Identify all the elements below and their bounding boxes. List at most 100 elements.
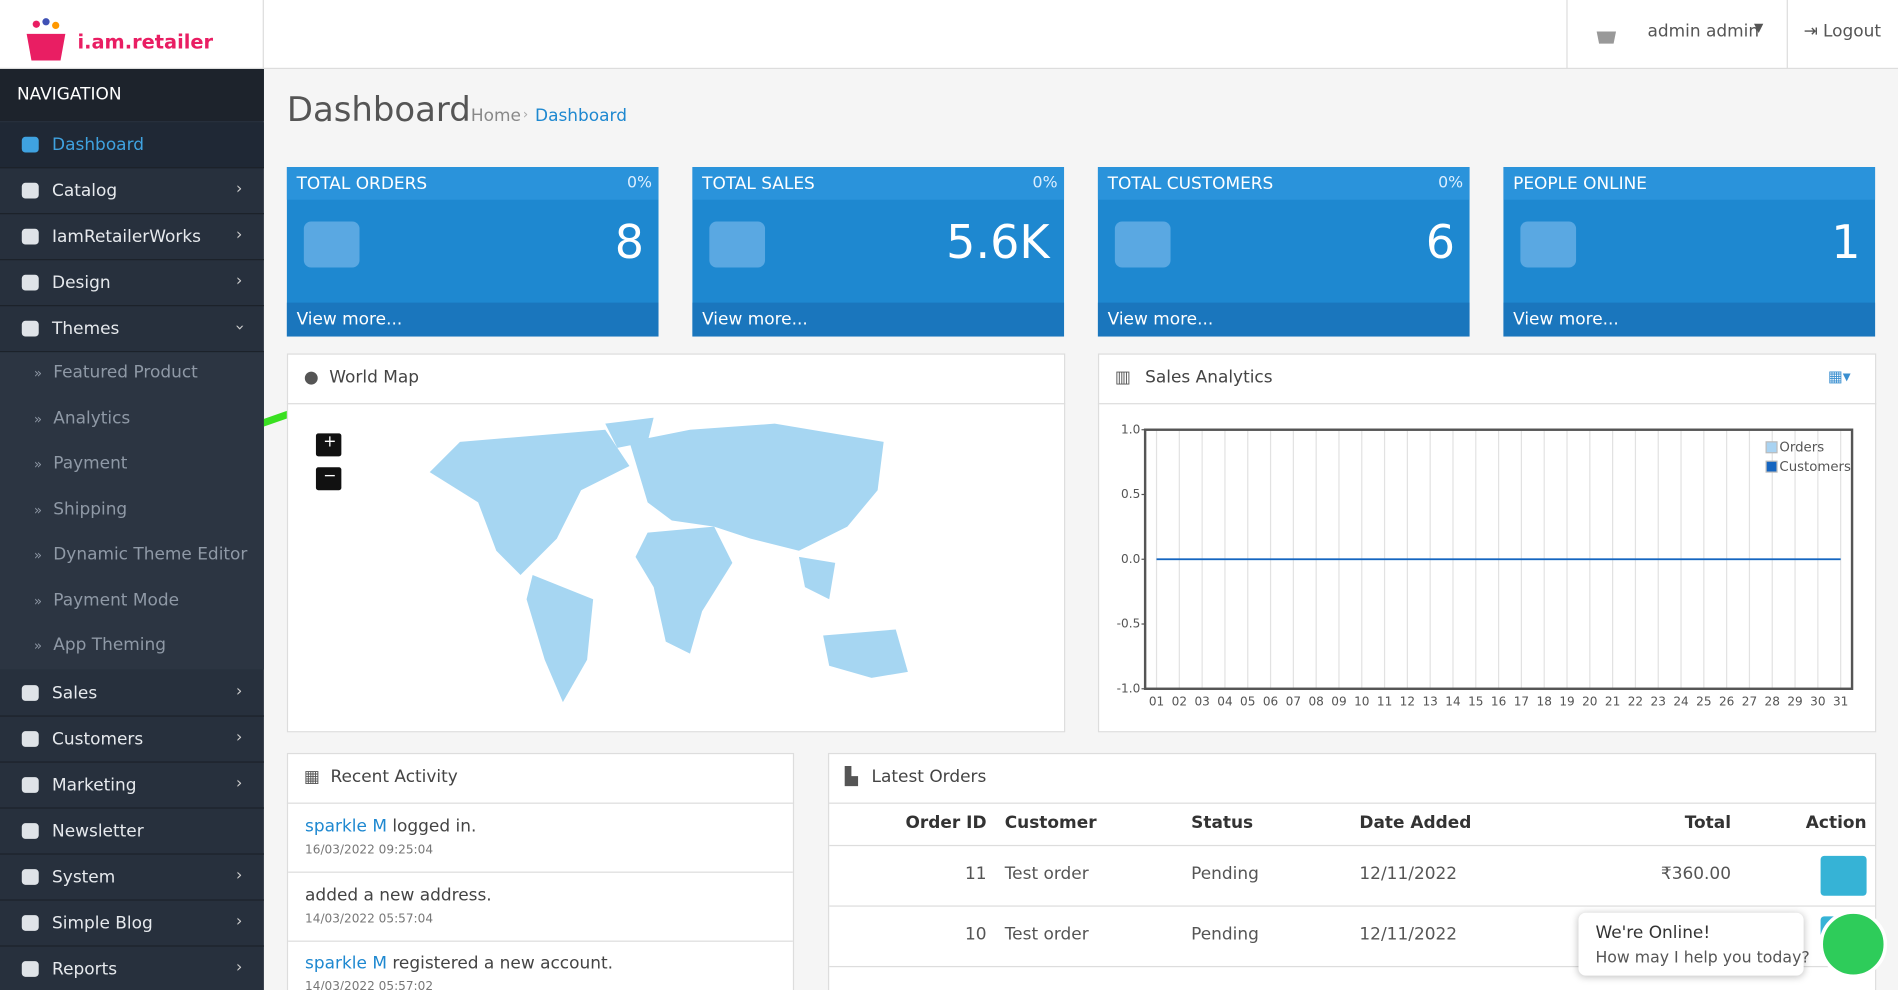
x-tick-label: 19	[1559, 695, 1574, 709]
tile-title: TOTAL CUSTOMERS	[1107, 174, 1274, 194]
x-tick-label: 18	[1537, 695, 1552, 709]
y-tick-label: -1.0	[1117, 681, 1141, 695]
panel-title: Sales Analytics	[1145, 367, 1273, 388]
nav-subitem[interactable]: Featured Product	[53, 363, 198, 383]
cell: ₹360.00	[1660, 864, 1732, 884]
tile-head	[1503, 167, 1876, 200]
sub-chevron: »	[33, 410, 43, 427]
tile-link[interactable]: View more...	[1107, 309, 1214, 330]
chat-text: How may I help you today?	[1595, 949, 1810, 968]
activity-user[interactable]: sparkle M	[305, 817, 387, 837]
tile-foot	[1097, 302, 1470, 337]
nav-subitem[interactable]: Shipping	[53, 499, 128, 519]
x-tick-label: 01	[1149, 695, 1164, 709]
nav-item[interactable]: Dashboard	[52, 135, 145, 155]
tile-title: TOTAL ORDERS	[296, 174, 428, 194]
column-header: Date Added	[1359, 813, 1472, 833]
nav-item[interactable]: Sales	[52, 683, 98, 703]
nav-sep	[0, 305, 264, 307]
nav-item[interactable]: Reports	[52, 959, 118, 979]
user-menu[interactable]: admin admin	[1647, 21, 1760, 42]
breadcrumb[interactable]: Dashboard	[535, 106, 628, 126]
x-tick-label: 14	[1445, 695, 1461, 709]
zoom-btn	[315, 467, 342, 491]
cart-icon	[1596, 31, 1617, 44]
activity-user[interactable]: sparkle M	[305, 953, 387, 974]
nav-subitem[interactable]: App Theming	[53, 635, 167, 655]
y-tick-label: -0.5	[1117, 617, 1141, 631]
sub-chevron: »	[33, 547, 43, 563]
cell: Pending	[1191, 924, 1259, 945]
tile-value: 8	[614, 215, 644, 269]
tile-icon	[1114, 221, 1171, 268]
tile-head	[286, 167, 659, 200]
column-header: Action	[1805, 813, 1867, 833]
nav-item[interactable]: System	[52, 867, 116, 887]
nav-sep	[0, 167, 264, 169]
x-tick-label: 30	[1810, 695, 1825, 709]
nav-subitem[interactable]: Analytics	[53, 408, 131, 428]
activity-time: 16/03/2022 09:25:04	[305, 843, 434, 858]
nav-subitem[interactable]: Payment	[53, 453, 128, 474]
nav-item[interactable]: Design	[52, 273, 111, 293]
nav-sep	[0, 714, 264, 717]
chat-button[interactable]	[1819, 910, 1888, 979]
nav-title: NAVIGATION	[16, 84, 122, 105]
tile-foot	[692, 302, 1065, 337]
nav-sep	[0, 259, 264, 261]
page-title: Dashboard	[286, 89, 471, 130]
x-tick-label: 12	[1400, 695, 1415, 709]
nav-icon	[21, 274, 39, 291]
nav-icon	[21, 228, 39, 245]
logout[interactable]: Logout	[1823, 21, 1882, 42]
x-tick-label: 02	[1172, 695, 1187, 709]
panel-title: World Map	[329, 367, 419, 388]
world-map	[429, 417, 908, 703]
nav-item[interactable]: Customers	[52, 729, 144, 749]
tile-link[interactable]: View more...	[702, 309, 808, 330]
caret: ▼	[1754, 21, 1764, 36]
view-button[interactable]	[1820, 855, 1867, 896]
x-tick-label: 22	[1628, 695, 1643, 709]
panel-head	[286, 802, 795, 804]
x-tick-label: 05	[1240, 695, 1255, 709]
cell: 11	[964, 864, 987, 884]
zoom-label[interactable]: −	[323, 467, 337, 486]
tile-value: 5.6K	[946, 215, 1050, 269]
nav-icon	[21, 776, 39, 793]
date-button[interactable]: ▦▾	[1827, 367, 1851, 387]
chevron: ›	[236, 728, 243, 747]
zoom-label[interactable]: +	[323, 433, 337, 452]
panel-icon: ▦	[303, 767, 320, 787]
panel	[286, 752, 795, 990]
tile-change: 0%	[1438, 174, 1464, 193]
panel-head	[1097, 403, 1877, 405]
tile-head	[692, 167, 1065, 200]
breadcrumb[interactable]: Home	[470, 106, 521, 126]
nav-item[interactable]: Themes	[52, 319, 120, 339]
submenu	[0, 352, 264, 670]
chevron: ›	[236, 682, 243, 701]
nav-item[interactable]: Catalog	[52, 181, 118, 201]
chevron: ›	[236, 774, 243, 793]
nav-subitem[interactable]: Dynamic Theme Editor	[53, 544, 248, 565]
nav-item[interactable]: Newsletter	[52, 821, 144, 841]
nav-icon	[21, 320, 39, 337]
tile-link[interactable]: View more...	[1513, 309, 1619, 330]
x-tick-label: 06	[1263, 695, 1278, 709]
breadcrumb-sep: ›	[522, 106, 529, 123]
tile-change: 0%	[627, 174, 653, 193]
divider	[1786, 0, 1788, 69]
x-tick-label: 04	[1217, 695, 1233, 709]
nav-item[interactable]: IamRetailerWorks	[52, 227, 201, 247]
panel	[1097, 353, 1877, 733]
logout-icon: ⇥	[1803, 21, 1818, 42]
nav-item[interactable]: Marketing	[52, 775, 137, 795]
nav-item[interactable]: Simple Blog	[52, 913, 153, 933]
sub-chevron: »	[33, 637, 43, 654]
x-tick-label: 11	[1377, 695, 1392, 709]
tile-link[interactable]: View more...	[296, 309, 403, 330]
nav-subitem[interactable]: Payment Mode	[53, 590, 180, 610]
row-sep	[829, 844, 1876, 847]
